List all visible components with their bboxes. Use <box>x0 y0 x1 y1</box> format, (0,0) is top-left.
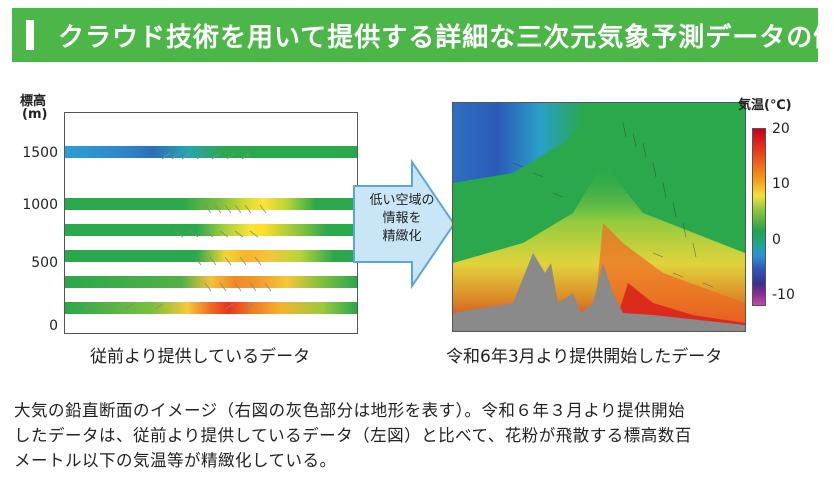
right-chart-caption: 令和6年3月より提供開始したデータ <box>446 347 723 367</box>
arrow-label-line3: 精緻化 <box>382 229 422 244</box>
arrow-right-icon <box>353 158 456 290</box>
colorbar-label: 気温(℃) <box>738 98 792 113</box>
description-line3: メートル以下の気温等が精緻化している。 <box>14 451 337 470</box>
arrow-label: 低い空域の 情報を 精緻化 <box>356 192 448 246</box>
left-cross-section-chart <box>64 112 358 334</box>
left-tick-0: 0 <box>49 318 58 334</box>
cbar-tick-minus10: -10 <box>772 287 795 303</box>
strip-level-1500 <box>65 146 357 158</box>
right-cross-section-chart <box>452 102 746 332</box>
left-chart-caption: 従前より提供しているデータ <box>90 347 311 367</box>
left-tick-1000: 1000 <box>22 197 58 213</box>
left-tick-500: 500 <box>31 255 58 271</box>
strip-level-500 <box>65 250 357 262</box>
left-wind-barbs <box>84 152 272 310</box>
left-ylabel-line1: 標高 <box>20 94 47 109</box>
cbar-tick-20: 20 <box>772 121 790 137</box>
page-title: クラウド技術を用いて提供する詳細な三次元気象予測データの例 <box>58 23 834 53</box>
strip-level-1000 <box>65 198 357 210</box>
strip-level-100 <box>65 302 357 314</box>
left-tick-1500: 1500 <box>22 145 58 161</box>
description-line2: したデータは、従前より提供しているデータ（左図）と比べて、花粉が飛散する標高数百 <box>14 426 692 445</box>
description-line1: 大気の鉛直断面のイメージ（右図の灰色部分は地形を表す）。令和６年３月より提供開始 <box>14 401 686 420</box>
arrow-label-line1: 低い空域の <box>369 193 435 208</box>
strip-level-800 <box>65 224 357 236</box>
banner-accent-bar <box>26 20 34 50</box>
cbar-tick-10: 10 <box>772 176 790 192</box>
arrow-label-line2: 情報を <box>382 211 422 226</box>
temperature-colorbar <box>752 128 766 306</box>
cbar-tick-0: 0 <box>772 232 781 248</box>
left-ylabel-line2: (m) <box>22 107 48 122</box>
strip-level-300 <box>65 276 357 288</box>
title-banner: クラウド技術を用いて提供する詳細な三次元気象予測データの例 <box>12 8 834 62</box>
description-text: 大気の鉛直断面のイメージ（右図の灰色部分は地形を表す）。令和６年３月より提供開始… <box>14 398 824 473</box>
right-temperature-field <box>453 103 745 331</box>
